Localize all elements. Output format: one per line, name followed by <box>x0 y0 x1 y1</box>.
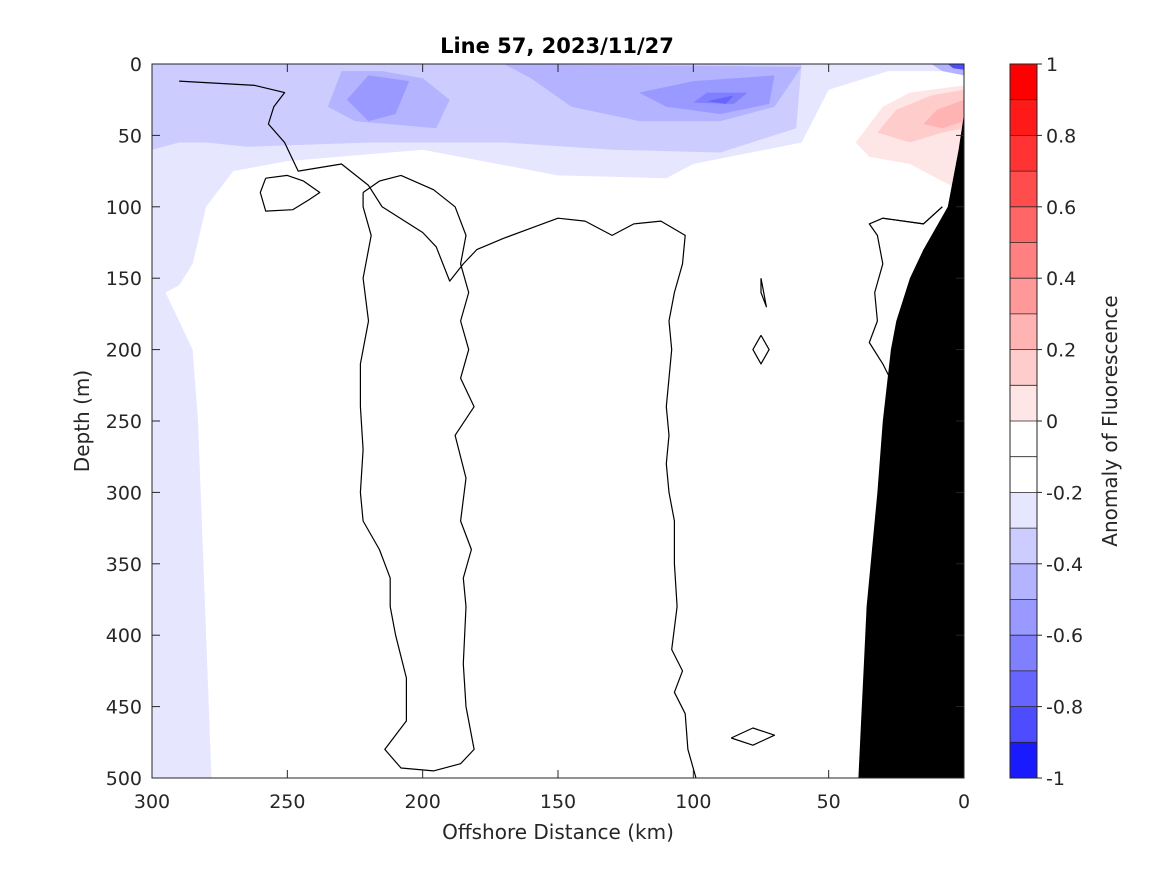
chart-title: Line 57, 2023/11/27 <box>440 34 674 58</box>
colorbar-tick-label: -0.8 <box>1046 697 1083 719</box>
colorbar-level-0 <box>1010 64 1037 100</box>
x-tick-label: 250 <box>269 791 305 813</box>
anomaly-region-9 <box>947 64 964 70</box>
y-tick-label: 150 <box>106 268 142 290</box>
colorbar: 1 0.8 0.6 0.4 0.2 0 -0.2 -0.4 -0.6 -0.8 -1 Anomaly… <box>1009 54 1122 790</box>
bathymetry-layer <box>858 114 964 778</box>
y-tick-label: 50 <box>118 125 142 147</box>
bathymetry-mask <box>858 114 964 778</box>
y-tick-label: 250 <box>106 411 142 433</box>
contour-line-5 <box>730 727 776 746</box>
colorbar-level-18 <box>1010 706 1037 743</box>
colorbar-level-6 <box>1010 278 1037 314</box>
colorbar-level-3 <box>1010 171 1037 207</box>
plot-area <box>151 63 965 779</box>
x-tick-label: 300 <box>134 791 170 813</box>
x-tick-label: 150 <box>540 791 576 813</box>
contour-fill-layer <box>152 64 964 778</box>
colorbar-tick-label: 0.8 <box>1046 125 1076 147</box>
colorbar-level-11 <box>1010 456 1037 493</box>
colorbar-level-9 <box>1010 385 1037 421</box>
contour-line-2 <box>179 80 697 778</box>
colorbar-tick-label: -0.6 <box>1046 625 1083 647</box>
anomaly-region-10 <box>152 769 193 778</box>
y-tick-label: 300 <box>106 482 142 504</box>
y-axis: 0 50 100 150 200 250 300 350 400 450 500 <box>106 54 964 790</box>
anomaly-region-5 <box>346 75 410 122</box>
colorbar-tick-label: -0.2 <box>1046 482 1083 504</box>
anomaly-region-12 <box>877 89 964 143</box>
colorbar-level-7 <box>1010 313 1037 350</box>
contour-line-7 <box>868 206 943 393</box>
colorbar-level-4 <box>1010 206 1037 243</box>
colorbar-tick-label: -1 <box>1046 768 1065 790</box>
colorbar-level-5 <box>1010 242 1037 279</box>
x-tick-label: 50 <box>817 791 841 813</box>
x-axis: 300 250 200 150 100 50 0 <box>134 64 970 813</box>
colorbar-tick-label: 0.6 <box>1046 197 1076 219</box>
colorbar-tick-label: 0.4 <box>1046 268 1076 290</box>
colorbar-label: Anomaly of Fluorescence <box>1098 295 1122 546</box>
y-tick-label: 200 <box>106 340 142 362</box>
colorbar-tick-label: 1 <box>1046 54 1058 76</box>
colorbar-level-8 <box>1010 349 1037 386</box>
colorbar-level-19 <box>1010 742 1037 778</box>
y-axis-label: Depth (m) <box>70 370 94 472</box>
colorbar-level-14 <box>1010 563 1037 600</box>
x-tick-label: 100 <box>675 791 711 813</box>
colorbar-swatches <box>1010 64 1037 778</box>
colorbar-tick-label: -0.4 <box>1046 554 1083 576</box>
colorbar-level-13 <box>1010 528 1037 564</box>
contour-line-layer <box>179 80 943 778</box>
colorbar-tick-label: 0 <box>1046 411 1058 433</box>
colorbar-tick-label: 0.2 <box>1046 340 1076 362</box>
colorbar-level-16 <box>1010 635 1037 671</box>
colorbar-level-12 <box>1010 492 1037 529</box>
colorbar-level-2 <box>1010 135 1037 172</box>
y-tick-label: 400 <box>106 625 142 647</box>
colorbar-level-10 <box>1010 421 1037 457</box>
x-axis-label: Offshore Distance (km) <box>442 820 674 844</box>
colorbar-level-15 <box>1010 599 1037 636</box>
contour-line-4 <box>752 335 770 365</box>
anomaly-region-13 <box>923 99 964 129</box>
contour-line-3 <box>760 278 768 308</box>
x-tick-label: 200 <box>405 791 441 813</box>
colorbar-ticks: 1 0.8 0.6 0.4 0.2 0 -0.2 -0.4 -0.6 -0.8 -1 <box>1037 54 1083 790</box>
colorbar-level-17 <box>1010 670 1037 707</box>
x-tick-label: 0 <box>958 791 970 813</box>
contour-line-0 <box>259 174 321 212</box>
y-tick-label: 0 <box>130 54 142 76</box>
anomaly-region-7 <box>706 95 734 104</box>
y-tick-label: 100 <box>106 197 142 219</box>
y-tick-label: 450 <box>106 697 142 719</box>
contour-line-1 <box>359 174 475 772</box>
y-tick-label: 350 <box>106 554 142 576</box>
colorbar-level-1 <box>1010 99 1037 136</box>
y-tick-label: 500 <box>106 768 142 790</box>
plot-background <box>152 64 964 778</box>
